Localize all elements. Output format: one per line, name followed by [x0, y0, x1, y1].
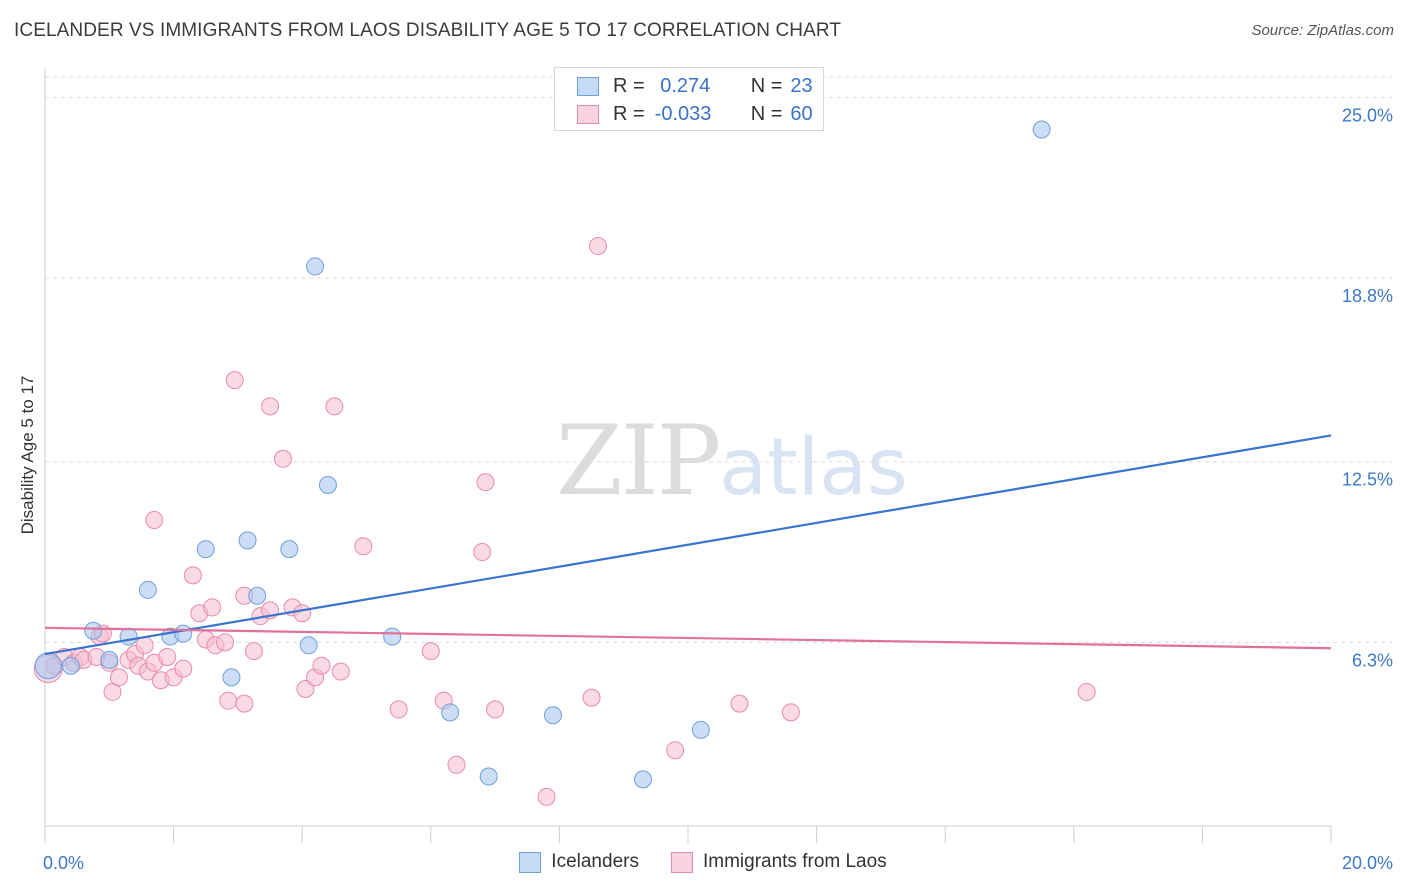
- x-ticks: [44, 826, 1332, 843]
- laos-point: [261, 397, 280, 416]
- laos-point: [730, 694, 749, 713]
- icelander-point: [138, 580, 157, 599]
- watermark: ZIPatlas: [556, 405, 908, 517]
- grid-lines: [45, 76, 1392, 643]
- laos-point: [109, 668, 128, 687]
- laos-point: [486, 700, 505, 719]
- icelander-trend-line: [44, 434, 1332, 656]
- laos-point: [235, 694, 254, 713]
- laos-point: [588, 237, 607, 256]
- legend-n-label: N =: [750, 102, 783, 125]
- legend-r-value: 0.274: [654, 74, 711, 97]
- laos-point: [1077, 682, 1096, 701]
- series-legend: Icelanders Immigrants from Laos: [0, 851, 1406, 873]
- icelander-point: [691, 720, 710, 739]
- y-tick-labels: 6.3% 12.5% 18.8% 25.0%: [1342, 105, 1393, 670]
- legend-swatch-blue: [519, 851, 542, 873]
- legend-n-value: 60: [790, 102, 813, 125]
- laos-point: [325, 397, 344, 416]
- icelander-point: [383, 627, 402, 646]
- y-tick-label: 18.8%: [1342, 286, 1393, 306]
- laos-point: [666, 741, 685, 760]
- correlation-legend: R = 0.274 N = 23 R = -0.033 N = 60: [554, 67, 824, 131]
- laos-point: [244, 642, 263, 661]
- chart-title: ICELANDER VS IMMIGRANTS FROM LAOS DISABI…: [14, 20, 842, 41]
- laos-point: [135, 636, 154, 655]
- icelander-point: [222, 668, 241, 687]
- y-tick-label: 25.0%: [1342, 105, 1393, 125]
- x-tick-label: 20.0%: [1342, 853, 1393, 873]
- legend-item-icelanders: Icelanders: [519, 851, 639, 873]
- icelander-point: [479, 767, 498, 786]
- legend-r-label: R =: [613, 74, 645, 97]
- legend-row-icelanders: R = 0.274 N = 23: [577, 72, 813, 100]
- icelander-point: [318, 476, 337, 495]
- x-tick-label: 0.0%: [43, 853, 84, 873]
- y-tick-label: 12.5%: [1342, 470, 1393, 490]
- watermark-atlas: atlas: [719, 423, 908, 513]
- icelander-point: [1032, 120, 1051, 139]
- icelander-point: [543, 706, 562, 725]
- icelander-point: [196, 540, 215, 559]
- legend-r-value: -0.033: [654, 102, 712, 125]
- laos-point: [216, 633, 235, 652]
- laos-point: [219, 691, 238, 710]
- laos-point: [354, 537, 373, 556]
- icelander-point: [34, 652, 62, 680]
- x-tick-labels: 0.0% 20.0%: [43, 853, 1393, 873]
- icelander-point: [299, 636, 318, 655]
- icelander-point: [441, 703, 460, 722]
- icelander-point: [119, 627, 138, 646]
- watermark-zip: ZIP: [556, 405, 721, 517]
- laos-point: [296, 680, 315, 699]
- trend-lines: [44, 434, 1332, 656]
- legend-label-laos: Immigrants from Laos: [702, 851, 887, 872]
- laos-point: [174, 659, 193, 678]
- legend-n-label: N =: [750, 74, 783, 97]
- laos-point: [183, 566, 202, 585]
- legend-row-laos: R = -0.033 N = 60: [577, 100, 813, 128]
- icelander-point: [174, 624, 193, 643]
- y-axis-label: Disability Age 5 to 17: [18, 375, 37, 535]
- laos-point: [389, 700, 408, 719]
- icelander-point: [633, 770, 652, 789]
- icelander-point: [61, 656, 80, 675]
- legend-label-icelanders: Icelanders: [551, 851, 639, 872]
- laos-point: [473, 543, 492, 562]
- laos-point: [537, 787, 556, 806]
- laos-point: [331, 662, 350, 681]
- legend-item-laos: Immigrants from Laos: [670, 851, 887, 873]
- laos-point: [781, 703, 800, 722]
- laos-point: [145, 510, 164, 529]
- icelander-point: [238, 531, 257, 550]
- laos-point: [476, 473, 495, 492]
- icelander-points: [34, 120, 1051, 789]
- laos-trend-line: [44, 626, 1332, 650]
- legend-swatch-pink: [577, 104, 599, 124]
- laos-point: [203, 598, 222, 617]
- icelander-point: [306, 257, 325, 276]
- laos-point: [225, 371, 244, 390]
- icelander-point: [100, 650, 119, 669]
- laos-point: [312, 656, 331, 675]
- legend-swatch-pink: [670, 851, 693, 873]
- laos-point: [421, 642, 440, 661]
- axes: [44, 68, 1331, 827]
- laos-point: [582, 688, 601, 707]
- laos-points: [33, 237, 1096, 806]
- legend-n-value: 23: [790, 74, 813, 97]
- source-label: Source: ZipAtlas.com: [1251, 22, 1394, 39]
- icelander-point: [248, 586, 267, 605]
- y-tick-label: 6.3%: [1352, 650, 1393, 670]
- legend-r-label: R =: [613, 102, 645, 125]
- icelander-point: [280, 540, 299, 559]
- legend-swatch-blue: [577, 76, 599, 96]
- laos-point: [447, 755, 466, 774]
- icelander-point: [84, 621, 103, 640]
- laos-point: [273, 449, 292, 468]
- laos-point: [158, 647, 177, 666]
- laos-point: [293, 604, 312, 623]
